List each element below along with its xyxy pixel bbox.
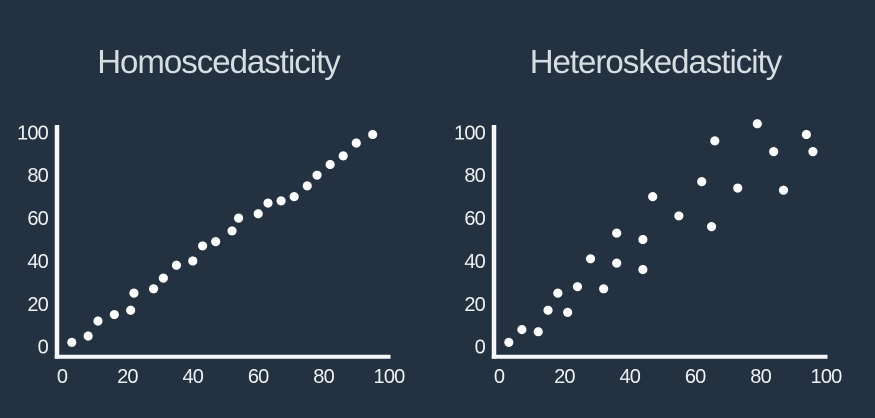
data-point (171, 260, 182, 270)
data-point (93, 316, 103, 326)
data-point (67, 337, 77, 348)
data-point (572, 282, 583, 292)
x-tick-label: 0 (57, 366, 68, 388)
data-point (585, 254, 596, 264)
data-point (148, 284, 159, 294)
x-tick-label: 20 (117, 366, 138, 388)
data-point (83, 331, 93, 341)
data-point (126, 305, 136, 315)
data-point (752, 119, 762, 129)
data-point (638, 234, 648, 245)
data-point (109, 309, 119, 320)
data-point (533, 327, 543, 337)
x-tick-label: 60 (685, 366, 706, 388)
data-point (188, 256, 198, 266)
data-point (697, 177, 707, 187)
data-point (227, 226, 237, 236)
scatter-plot-heteroskedasticity: 0 20 40 60 80 100 0 20 40 60 80 100 (454, 119, 843, 388)
data-point (808, 146, 818, 157)
x-tick-label: 80 (313, 366, 334, 388)
data-point (517, 324, 527, 335)
x-tick-label: 100 (374, 366, 406, 388)
x-tick-label: 100 (811, 366, 843, 388)
data-point (263, 198, 273, 208)
y-tick-label: 20 (27, 294, 48, 316)
data-point (302, 181, 312, 191)
x-tick-label: 20 (554, 366, 575, 388)
x-tick-label: 60 (248, 366, 269, 388)
chart-title-homoscedasticity: Homoscedasticity (97, 43, 341, 80)
data-point (312, 170, 322, 180)
y-tick-label: 0 (38, 337, 49, 359)
y-tick-label: 20 (464, 294, 485, 316)
data-point (599, 284, 609, 294)
data-point (504, 337, 514, 348)
data-point (648, 192, 658, 202)
data-point (553, 288, 563, 298)
data-point (289, 192, 299, 202)
data-point (198, 241, 208, 251)
data-point (612, 258, 622, 268)
data-point (733, 183, 743, 193)
data-point (706, 222, 717, 232)
data-point (710, 136, 720, 146)
chart-heteroskedasticity: Heteroskedasticity 0 20 40 60 80 100 0 20 40 60 80… (437, 0, 875, 418)
data-point (351, 138, 361, 148)
data-point (325, 159, 335, 170)
data-point (129, 288, 139, 298)
data-point (368, 129, 378, 140)
data-point (338, 151, 348, 161)
y-tick-label: 100 (454, 122, 486, 144)
x-tick-label: 0 (494, 366, 505, 388)
y-tick-label: 40 (27, 251, 48, 273)
y-tick-label: 100 (17, 122, 49, 144)
data-point (674, 211, 684, 221)
data-point (778, 185, 789, 195)
y-tick-label: 60 (464, 208, 485, 230)
data-point (612, 228, 622, 238)
data-point (638, 264, 648, 275)
data-point (276, 196, 286, 206)
y-tick-label: 60 (27, 208, 48, 230)
y-tick-label: 80 (27, 165, 48, 187)
y-tick-label: 80 (464, 165, 485, 187)
data-point (543, 305, 553, 315)
data-point (769, 146, 779, 157)
data-point (158, 273, 168, 283)
data-point (801, 129, 811, 140)
data-point (253, 209, 263, 219)
chart-title-heteroskedasticity: Heteroskedasticity (529, 43, 783, 80)
data-point (211, 237, 221, 247)
data-point (563, 307, 573, 317)
y-tick-label: 40 (464, 251, 485, 273)
x-tick-label: 40 (619, 366, 640, 388)
x-tick-label: 40 (182, 366, 203, 388)
x-tick-label: 80 (750, 366, 771, 388)
scatter-plot-homoscedasticity: 0 20 40 60 80 100 0 20 40 60 80 100 (17, 122, 406, 388)
data-point (233, 213, 244, 223)
chart-homoscedasticity: Homoscedasticity 0 20 40 60 80 100 0 20 40 60 80 10… (17, 43, 406, 389)
y-tick-label: 0 (475, 337, 486, 359)
